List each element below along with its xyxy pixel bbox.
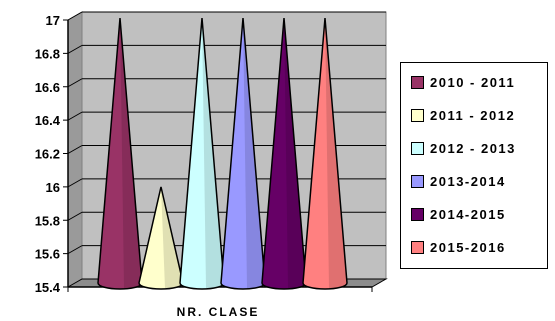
legend-label: 2011 - 2012	[430, 107, 516, 123]
legend-label: 2010 - 2011	[430, 74, 516, 90]
legend-item: 2014-2015	[411, 206, 506, 222]
bar-cone-body	[302, 17, 348, 290]
y-tick-label: 16.4	[35, 113, 61, 128]
legend-swatch	[411, 207, 424, 221]
y-tick-label: 15.6	[35, 247, 60, 262]
gridline-side	[67, 11, 83, 21]
legend-item: 2010 - 2011	[411, 74, 515, 90]
bar-cone-shade	[120, 18, 142, 289]
bar-cone-shade	[202, 18, 224, 289]
bar-cone-shade	[243, 18, 265, 289]
y-tick-label: 16.2	[35, 147, 60, 162]
legend: 2010 - 2011 2011 - 2012 2012 - 2013 2013-20…	[400, 62, 548, 269]
y-tick-label: 17	[46, 13, 60, 28]
legend-label: 2015-2016	[430, 239, 506, 255]
bar-cone-shade	[284, 18, 306, 289]
bar-cone-shade	[325, 18, 347, 289]
gridline-side	[67, 145, 83, 154]
legend-label: 2012 - 2013	[430, 140, 516, 156]
y-tick-label: 16	[46, 180, 60, 195]
gridline-side	[67, 245, 83, 255]
bar-cone-shade	[161, 186, 183, 289]
legend-swatch	[411, 141, 424, 155]
y-tick-label: 16.6	[35, 80, 60, 95]
legend-swatch	[411, 75, 424, 89]
bar-cone	[302, 17, 348, 290]
x-axis-label: NR. CLASE	[177, 305, 260, 319]
y-tick-label: 16.8	[35, 46, 60, 61]
legend-swatch	[411, 108, 424, 122]
legend-label: 2014-2015	[430, 206, 506, 222]
legend-item: 2011 - 2012	[411, 107, 515, 123]
legend-item: 2012 - 2013	[411, 140, 516, 156]
bar-cone	[97, 17, 143, 290]
gridline-side	[67, 78, 83, 88]
legend-swatch	[411, 240, 424, 254]
legend-label: 2013-2014	[430, 173, 506, 189]
y-tick-label: 15.4	[35, 280, 61, 295]
gridline-side	[67, 111, 83, 121]
gridline-side	[67, 211, 83, 221]
legend-item: 2013-2014	[411, 173, 506, 189]
y-tick-label: 15.8	[35, 213, 60, 228]
legend-item: 2015-2016	[411, 239, 506, 255]
gridline-side	[67, 178, 83, 188]
bars	[97, 17, 348, 290]
gridline-side	[67, 44, 83, 54]
legend-swatch	[411, 174, 424, 188]
